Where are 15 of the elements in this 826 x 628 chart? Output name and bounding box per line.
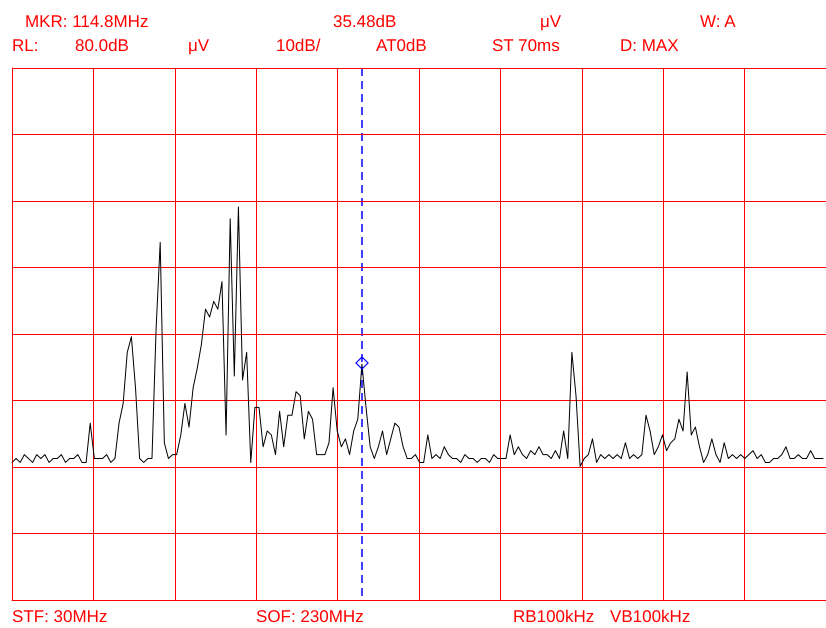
- text: 10dB/: [276, 36, 321, 55]
- text: 80.0dB: [75, 36, 129, 55]
- text: VB100kHz: [610, 607, 690, 626]
- text: SOF: 230MHz: [256, 607, 364, 626]
- text: AT0dB: [376, 36, 427, 55]
- text: RL:: [12, 36, 38, 55]
- text: W: A: [700, 12, 736, 31]
- text: MKR: 114.8MHz: [25, 12, 148, 31]
- text: ST 70ms: [492, 36, 560, 55]
- text: μV: [188, 36, 210, 55]
- text: D: MAX: [620, 36, 679, 55]
- text: μV: [540, 12, 562, 31]
- text: STF: 30MHz: [12, 607, 108, 626]
- text: RB100kHz: [513, 607, 594, 626]
- text: 35.48dB: [333, 12, 396, 31]
